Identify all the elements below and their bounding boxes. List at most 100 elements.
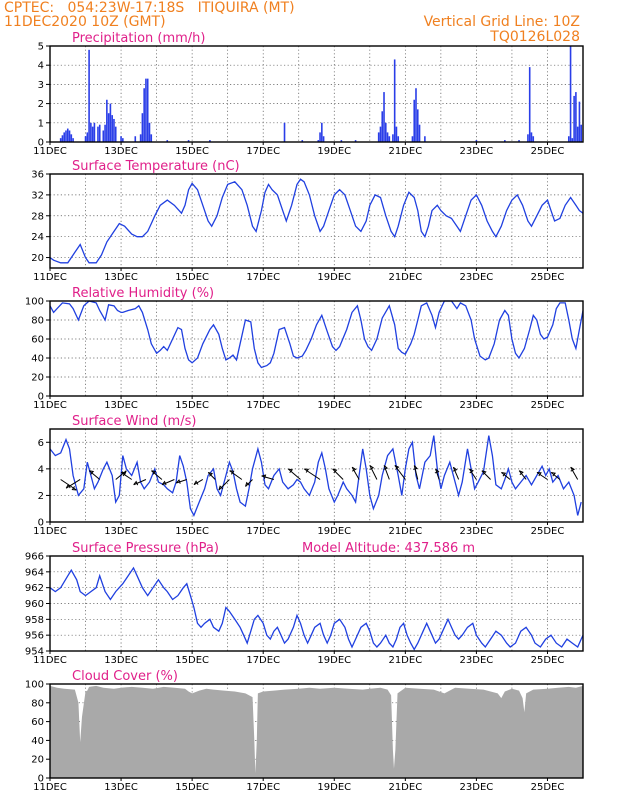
precip-bar bbox=[379, 126, 382, 142]
cloud-ytick-label: 40 bbox=[31, 736, 44, 747]
wind-arrowhead bbox=[71, 486, 77, 491]
precip-frame bbox=[49, 45, 584, 143]
temperature-xtick-label: 19DEC bbox=[317, 272, 351, 283]
temperature-ytick-label: 32 bbox=[31, 190, 44, 201]
wind-title: Surface Wind (m/s) bbox=[72, 414, 196, 429]
precip-bar bbox=[102, 130, 105, 142]
temperature-xtick-label: 17DEC bbox=[246, 272, 280, 283]
precip-bar bbox=[415, 88, 417, 142]
precip-xtick-label: 21DEC bbox=[388, 146, 422, 157]
precip-xtick-label: 15DEC bbox=[175, 146, 209, 157]
wind-arrow bbox=[218, 479, 230, 491]
pressure-xtick-label: 17DEC bbox=[246, 655, 280, 666]
wind-arrowhead bbox=[452, 466, 458, 472]
precip-bar bbox=[383, 92, 385, 142]
precip-bar bbox=[93, 122, 96, 142]
cloud-ytick-label: 0 bbox=[38, 774, 44, 785]
pressure-ytick-label: 964 bbox=[25, 567, 44, 578]
wind-xtick-label: 17DEC bbox=[246, 526, 280, 537]
wind-arrow bbox=[481, 470, 491, 480]
humidity-ytick-label: 60 bbox=[31, 335, 44, 346]
precip-bar bbox=[114, 126, 117, 142]
precip-bar bbox=[209, 140, 211, 142]
precip-bar bbox=[504, 140, 506, 142]
temperature-ytick-label: 24 bbox=[31, 232, 44, 243]
wind-arrowhead bbox=[175, 479, 181, 484]
pressure-frame bbox=[49, 555, 584, 652]
wind-arrowhead bbox=[121, 471, 127, 477]
precip-ytick-label: 0 bbox=[38, 138, 44, 149]
wind-arrow bbox=[193, 479, 204, 486]
wind-ytick-label: 4 bbox=[38, 464, 44, 475]
cloud-frame bbox=[49, 683, 584, 779]
humidity-title: Relative Humidity (%) bbox=[72, 286, 214, 301]
wind-arrow bbox=[261, 475, 274, 480]
temperature-xtick-label: 21DEC bbox=[388, 272, 422, 283]
precip-xtick-label: 25DEC bbox=[531, 146, 565, 157]
humidity-xtick-label: 21DEC bbox=[388, 400, 422, 411]
precip-bar bbox=[109, 103, 112, 142]
precip-bar bbox=[532, 136, 535, 142]
precip-bar bbox=[150, 134, 153, 142]
pressure-xtick-label: 21DEC bbox=[388, 655, 422, 666]
temperature-xtick-label: 13DEC bbox=[104, 272, 138, 283]
precip-bar bbox=[166, 140, 169, 142]
precip-bar bbox=[321, 122, 323, 142]
pressure-line bbox=[49, 566, 584, 651]
precip-bar bbox=[569, 46, 572, 142]
wind-arrow bbox=[570, 466, 579, 480]
precip-bar bbox=[65, 130, 67, 142]
wind-arrow bbox=[351, 466, 360, 480]
precip-title: Precipitation (mm/h) bbox=[72, 31, 205, 46]
wind-arrow bbox=[151, 470, 163, 480]
wind-arrow bbox=[133, 479, 147, 486]
precip-bar bbox=[143, 88, 145, 142]
cloud-area bbox=[50, 685, 583, 778]
wind-xtick-label: 21DEC bbox=[388, 526, 422, 537]
precip-bar bbox=[148, 122, 151, 142]
precip-bar bbox=[528, 67, 531, 142]
pressure-ytick-label: 960 bbox=[25, 599, 44, 610]
precip-bar bbox=[146, 78, 149, 142]
pressure-ytick-label: 956 bbox=[25, 631, 44, 642]
temperature-title: Surface Temperature (nC) bbox=[72, 159, 240, 174]
wind-arrow bbox=[176, 479, 187, 484]
precip-bar bbox=[283, 122, 286, 142]
wind-arrowhead bbox=[481, 470, 487, 475]
precip-bar bbox=[377, 132, 380, 142]
precip-xtick-label: 19DEC bbox=[317, 146, 351, 157]
humidity-xtick-label: 11DEC bbox=[33, 400, 67, 411]
precip-bar bbox=[59, 138, 62, 142]
precip-ytick-label: 4 bbox=[38, 61, 44, 72]
precip-bar bbox=[413, 99, 416, 142]
wind-arrow bbox=[468, 468, 477, 480]
pressure-ytick-label: 954 bbox=[25, 647, 44, 658]
precip-bar bbox=[418, 124, 421, 142]
wind-arrow bbox=[88, 470, 101, 480]
humidity-xtick-label: 25DEC bbox=[531, 400, 565, 411]
humidity-frame bbox=[49, 300, 584, 397]
wind-arrowhead bbox=[193, 480, 199, 485]
wind-arrow bbox=[287, 468, 301, 480]
humidity-ytick-label: 80 bbox=[31, 316, 44, 327]
wind-arrow bbox=[115, 470, 127, 480]
precip-bar bbox=[578, 101, 581, 142]
humidity-xtick-label: 19DEC bbox=[317, 400, 351, 411]
wind-arrowhead bbox=[383, 465, 389, 470]
precip-bar bbox=[416, 109, 419, 142]
pressure-xtick-label: 19DEC bbox=[317, 655, 351, 666]
precip-bar bbox=[139, 134, 142, 142]
wind-arrowhead bbox=[434, 468, 440, 474]
cloud-ytick-label: 100 bbox=[25, 680, 44, 691]
precip-bar bbox=[98, 124, 101, 142]
precip-bar bbox=[392, 134, 394, 142]
cloud-xtick-label: 19DEC bbox=[317, 782, 351, 793]
precip-bar bbox=[88, 49, 90, 143]
temperature-xtick-label: 25DEC bbox=[531, 272, 565, 283]
precip-bar bbox=[113, 118, 115, 142]
pressure-xtick-label: 11DEC bbox=[33, 655, 67, 666]
humidity-xtick-label: 15DEC bbox=[175, 400, 209, 411]
wind-arrow bbox=[550, 472, 561, 480]
wind-arrowhead bbox=[413, 465, 418, 470]
